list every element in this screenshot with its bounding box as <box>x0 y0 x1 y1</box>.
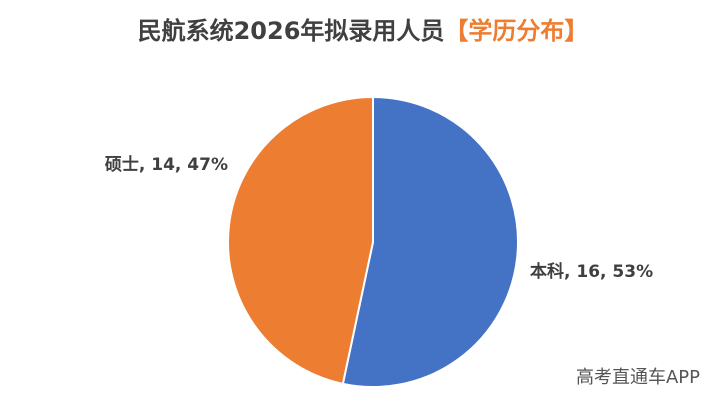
pie-slice <box>227 95 374 386</box>
data-label: 硕士, 14, 47% <box>105 154 228 175</box>
watermark: 高考直通车APP <box>576 367 700 388</box>
title-main: 民航系统2026年拟录用人员 <box>138 17 445 45</box>
data-label: 本科, 16, 53% <box>530 261 653 282</box>
title-highlight: 【学历分布】 <box>444 17 588 45</box>
pie-slice <box>341 95 520 388</box>
pie <box>227 95 520 388</box>
chart-title: 民航系统2026年拟录用人员【学历分布】 <box>138 17 589 45</box>
